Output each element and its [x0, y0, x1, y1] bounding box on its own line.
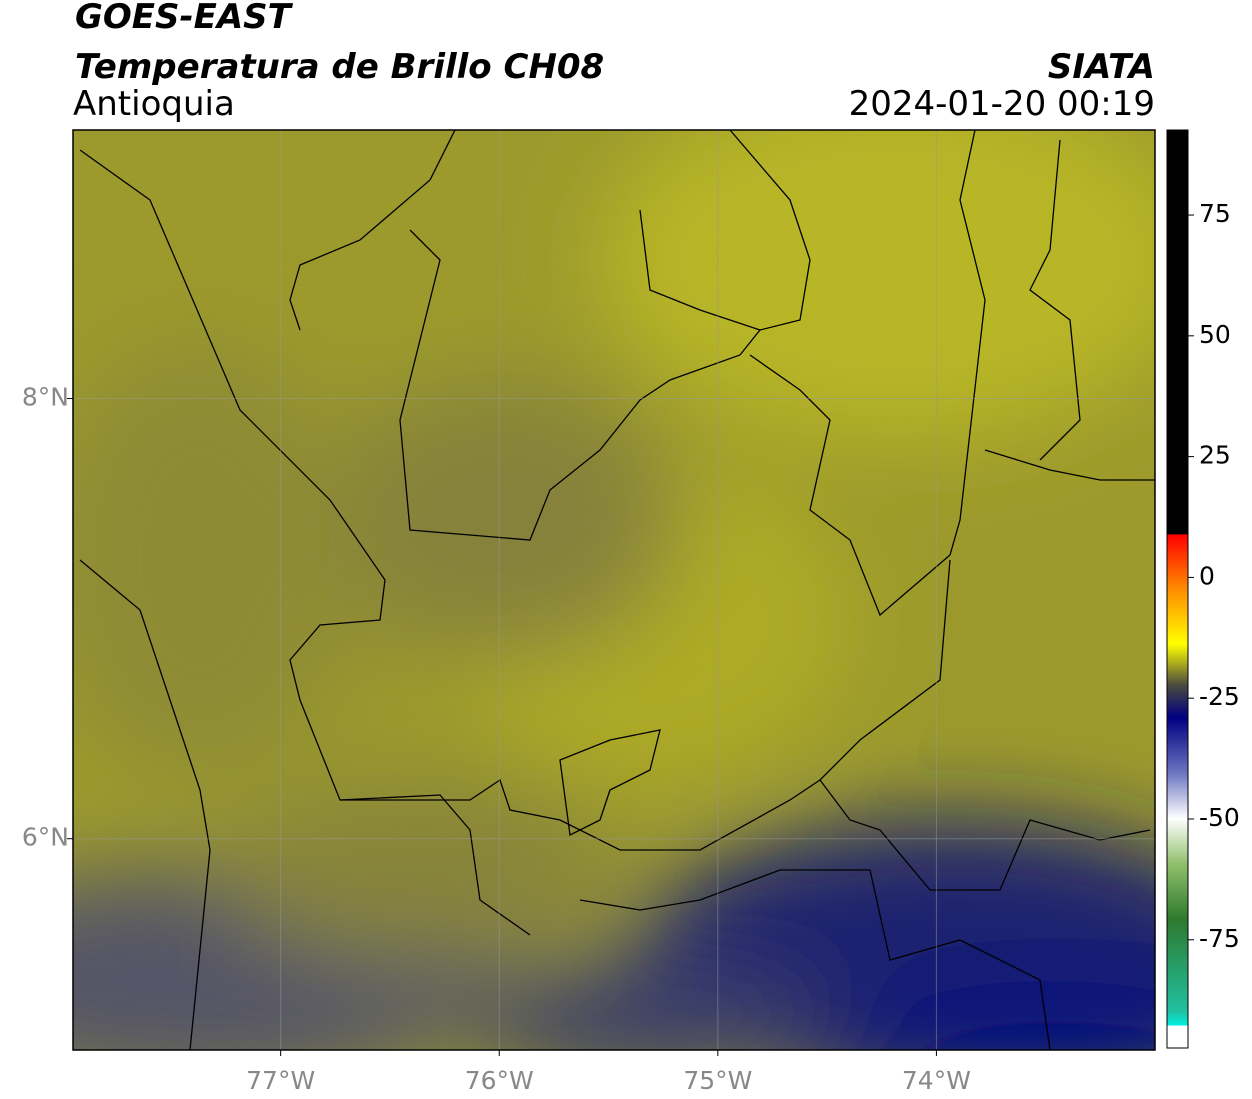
colorbar-tick-label: 25 [1199, 441, 1231, 470]
source: SIATA [1048, 47, 1155, 87]
grid [73, 130, 1155, 1050]
timestamp: 2024-01-20 00:19 [849, 84, 1155, 124]
colorbar [1166, 129, 1189, 1049]
y-tick-label: 6°N [22, 823, 69, 852]
y-tick-label: 8°N [22, 383, 69, 412]
region: Antioquia [73, 84, 235, 124]
colorbar-tick-label: -75 [1199, 924, 1240, 953]
map-frame [72, 129, 1156, 1051]
colorbar-tick-label: -25 [1199, 682, 1240, 711]
x-tick-label: 74°W [902, 1066, 971, 1095]
satellite-image [73, 130, 1155, 1050]
x-tick-label: 75°W [683, 1066, 752, 1095]
colorbar-tick-label: 50 [1199, 320, 1231, 349]
colorbar-tick-label: 75 [1199, 199, 1231, 228]
title: GOES-EAST [75, 0, 294, 37]
colorbar-tick-label: 0 [1199, 561, 1215, 590]
subtitle: Temperatura de Brillo CH08 [75, 47, 604, 87]
x-tick-label: 76°W [465, 1066, 534, 1095]
x-tick-label: 77°W [246, 1066, 315, 1095]
colorbar-tick-label: -50 [1199, 803, 1240, 832]
